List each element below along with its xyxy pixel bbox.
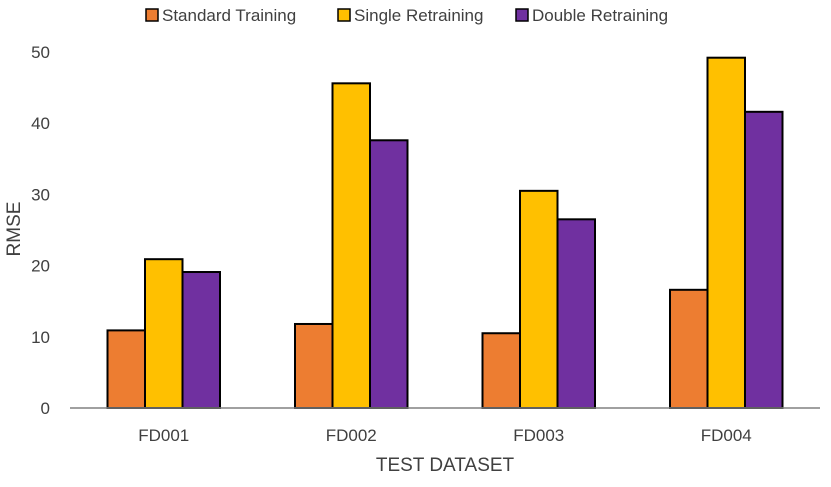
x-axis: FD001 FD002 FD003 FD004 xyxy=(138,426,752,445)
y-tick-label: 40 xyxy=(31,114,50,133)
bar-double-retraining-fd002 xyxy=(369,139,409,409)
legend-swatch xyxy=(145,8,159,22)
legend-swatch xyxy=(337,8,351,22)
bar-double-retraining-fd004 xyxy=(744,110,784,409)
bar-single-retraining-fd002 xyxy=(331,82,371,409)
bar-double-retraining-fd003 xyxy=(556,218,596,409)
bar-single-retraining-fd004 xyxy=(706,56,746,409)
bar-single-retraining-fd001 xyxy=(144,258,184,409)
y-axis-title: RMSE xyxy=(4,202,25,257)
x-tick-label: FD002 xyxy=(326,426,377,445)
legend-label: Single Retraining xyxy=(354,6,483,25)
bar-double-retraining-fd001 xyxy=(181,271,221,409)
y-tick-label: 20 xyxy=(31,257,50,276)
y-tick-label: 10 xyxy=(31,328,50,347)
bar-standard-training-fd001 xyxy=(106,329,146,409)
legend: Standard Training Single Retraining Double… xyxy=(145,6,668,25)
x-axis-title: TEST DATASET xyxy=(376,455,515,476)
x-tick-label: FD004 xyxy=(701,426,752,445)
x-tick-label: FD003 xyxy=(513,426,564,445)
legend-label: Standard Training xyxy=(162,6,296,25)
bar-standard-training-fd002 xyxy=(294,322,334,410)
y-tick-label: 30 xyxy=(31,185,50,204)
legend-swatch xyxy=(515,8,529,22)
bar-standard-training-fd003 xyxy=(481,332,521,409)
bars xyxy=(106,56,784,410)
bar-standard-training-fd004 xyxy=(669,288,709,410)
y-tick-label: 0 xyxy=(41,399,50,418)
bar-single-retraining-fd003 xyxy=(519,189,559,409)
legend-label: Double Retraining xyxy=(532,6,668,25)
y-tick-label: 50 xyxy=(31,43,50,62)
y-axis: 0 10 20 30 40 50 xyxy=(31,43,50,418)
x-tick-label: FD001 xyxy=(138,426,189,445)
